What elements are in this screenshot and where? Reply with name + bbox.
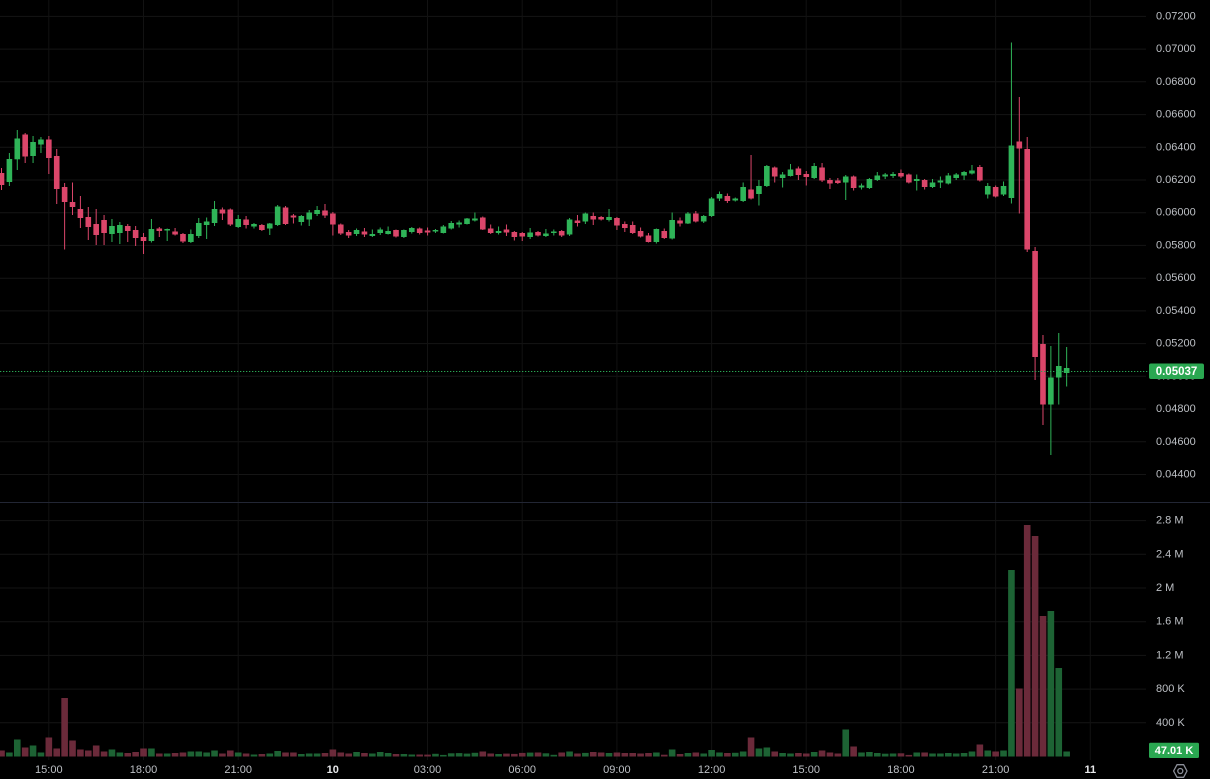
svg-text:0.05800: 0.05800 xyxy=(1156,239,1196,251)
svg-text:0.04400: 0.04400 xyxy=(1156,469,1196,481)
svg-text:15:00: 15:00 xyxy=(35,764,63,776)
svg-text:21:00: 21:00 xyxy=(224,764,252,776)
svg-text:0.05400: 0.05400 xyxy=(1156,305,1196,317)
svg-text:0.04800: 0.04800 xyxy=(1156,403,1196,415)
svg-text:0.04600: 0.04600 xyxy=(1156,436,1196,448)
svg-text:400 K: 400 K xyxy=(1156,717,1185,729)
svg-text:0.07000: 0.07000 xyxy=(1156,43,1196,55)
svg-text:0.06400: 0.06400 xyxy=(1156,141,1196,153)
svg-text:12:00: 12:00 xyxy=(698,764,726,776)
svg-text:21:00: 21:00 xyxy=(982,764,1010,776)
svg-text:47.01 K: 47.01 K xyxy=(1155,745,1194,757)
svg-text:0.06000: 0.06000 xyxy=(1156,207,1196,219)
svg-text:0.07200: 0.07200 xyxy=(1156,10,1196,22)
svg-text:0.05600: 0.05600 xyxy=(1156,272,1196,284)
svg-text:0.06600: 0.06600 xyxy=(1156,109,1196,121)
svg-text:06:00: 06:00 xyxy=(508,764,536,776)
svg-text:0.06200: 0.06200 xyxy=(1156,174,1196,186)
svg-text:18:00: 18:00 xyxy=(887,764,915,776)
svg-text:0.05037: 0.05037 xyxy=(1156,366,1198,378)
svg-text:03:00: 03:00 xyxy=(414,764,442,776)
svg-text:1.2 M: 1.2 M xyxy=(1156,649,1184,661)
svg-text:10: 10 xyxy=(327,764,339,776)
svg-text:2 M: 2 M xyxy=(1156,582,1174,594)
svg-text:2.4 M: 2.4 M xyxy=(1156,548,1184,560)
svg-text:2.8 M: 2.8 M xyxy=(1156,515,1184,527)
svg-text:18:00: 18:00 xyxy=(130,764,158,776)
svg-text:0.06800: 0.06800 xyxy=(1156,76,1196,88)
svg-text:1.6 M: 1.6 M xyxy=(1156,616,1184,628)
svg-text:09:00: 09:00 xyxy=(603,764,631,776)
svg-text:15:00: 15:00 xyxy=(792,764,820,776)
svg-text:11: 11 xyxy=(1084,764,1096,776)
svg-text:0.05200: 0.05200 xyxy=(1156,338,1196,350)
svg-text:800 K: 800 K xyxy=(1156,683,1185,695)
